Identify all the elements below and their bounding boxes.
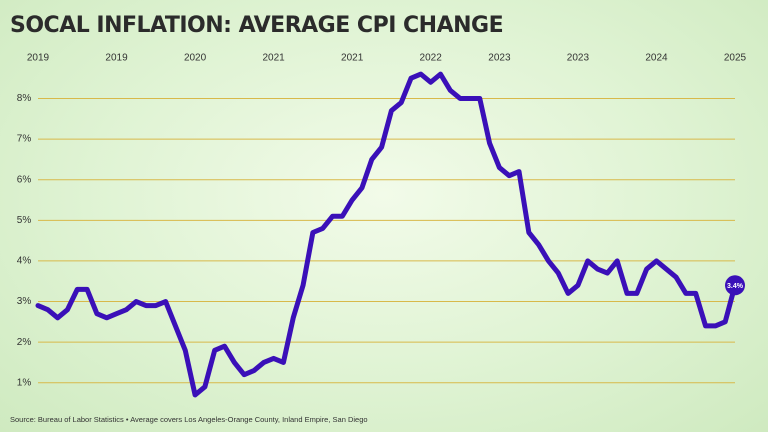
y-tick-label: 5% (17, 215, 32, 226)
y-tick-label: 7% (17, 134, 32, 145)
y-tick-label: 3% (17, 296, 32, 307)
x-tick-label: 2023 (488, 53, 511, 64)
x-tick-label: 2019 (27, 53, 50, 64)
y-tick-label: 6% (17, 174, 32, 185)
x-tick-label: 2019 (105, 53, 128, 64)
y-tick-label: 4% (17, 256, 32, 267)
x-tick-label: 2025 (724, 53, 747, 64)
chart-title: SOCAL INFLATION: AVERAGE CPI CHANGE (10, 13, 503, 38)
x-tick-label: 2024 (645, 53, 668, 64)
x-tick-label: 2022 (420, 53, 443, 64)
y-tick-label: 1% (17, 377, 32, 388)
end-marker (725, 275, 745, 296)
y-tick-label: 2% (17, 337, 32, 348)
x-tick-label: 2023 (567, 53, 590, 64)
line (35, 71, 738, 398)
source-note: Source: Bureau of Labor Statistics • Ave… (10, 415, 368, 424)
x-tick-label: 2021 (341, 53, 364, 64)
y-tick-label: 8% (17, 93, 32, 104)
value-label: 3.4% (727, 283, 744, 290)
x-tick-label: 2021 (262, 53, 285, 64)
x-tick-label: 2020 (184, 53, 207, 64)
